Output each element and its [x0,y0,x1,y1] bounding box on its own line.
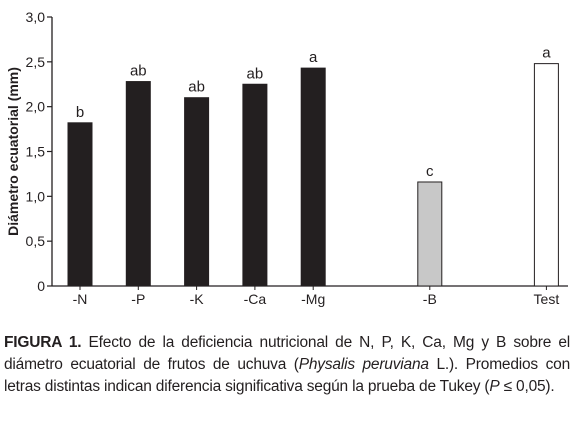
caption-p-symbol: P [489,378,500,395]
x-tick-label: -Mg [301,291,325,307]
y-tick-label: 0 [37,278,45,294]
y-tick-label: 1,5 [26,144,46,160]
significance-letter: a [309,49,318,66]
y-tick-label: 2,0 [26,99,46,115]
caption-text-1: Efecto de la deficiencia nutricional de … [4,334,570,373]
bar [533,63,559,287]
x-tick-label: Test [534,291,560,307]
bar [67,122,93,287]
x-tick-label: -P [131,291,145,307]
bar [242,83,268,287]
significance-letter: b [76,104,84,121]
x-tick-label: -N [73,291,88,307]
x-tick-label: -Ca [244,291,267,307]
y-axis-label: Diámetro ecuatorial (mm) [5,67,21,236]
figure-label: FIGURA 1. [4,334,82,351]
y-tick-label: 1,0 [26,188,46,204]
significance-letter: ab [247,65,264,82]
y-tick-label: 2,5 [26,54,46,70]
significance-letter: ab [130,63,147,80]
bar [125,81,151,287]
x-tick-label: -K [190,291,205,307]
bar-chart: 0 0,5 1,0 1,5 2,0 2,5 3,0 Diámetro ecuatorial (… [5,9,568,307]
caption-text-3: ≤ 0,05). [499,378,555,395]
significance-letter: c [426,163,434,180]
y-tick-label: 3,0 [26,9,46,25]
x-tick-label: -B [423,291,437,307]
figure-caption: FIGURA 1. Efecto de la deficiencia nutri… [4,332,570,398]
bar [184,97,210,287]
caption-species: Physalis peruviana [298,356,429,373]
y-tick-label: 0,5 [26,233,46,249]
bar [300,67,326,287]
significance-letter: a [542,45,551,62]
caption-text-2: L.). Promedios con letras distintas indi… [4,356,570,395]
significance-letter: ab [188,79,205,96]
bar [417,181,443,287]
